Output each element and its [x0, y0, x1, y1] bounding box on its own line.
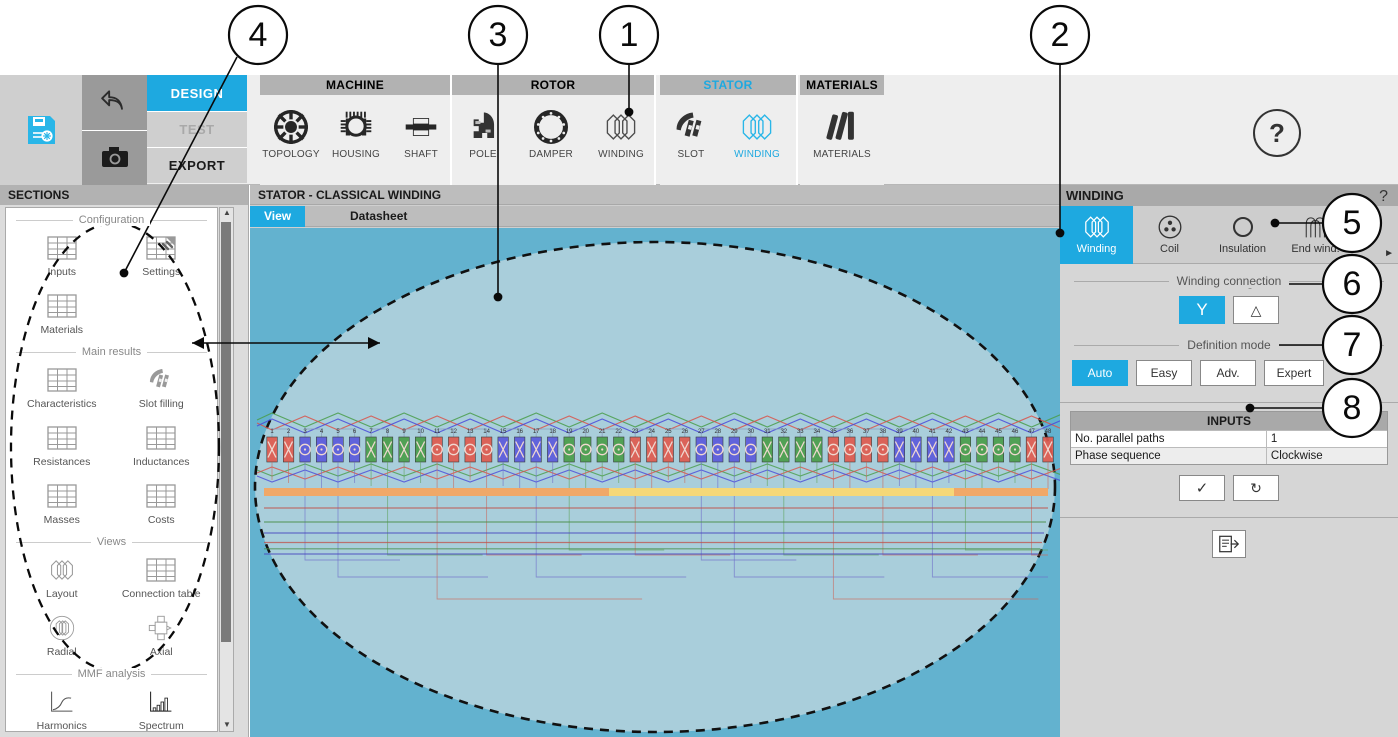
- svg-text:13: 13: [467, 429, 474, 435]
- svg-text:37: 37: [863, 429, 870, 435]
- svg-text:20: 20: [582, 429, 589, 435]
- svg-text:27: 27: [698, 429, 705, 435]
- svg-text:2: 2: [1051, 16, 1070, 54]
- svg-text:40: 40: [913, 429, 920, 435]
- svg-text:34: 34: [814, 429, 821, 435]
- svg-text:44: 44: [979, 429, 986, 435]
- svg-text:32: 32: [780, 429, 787, 435]
- svg-text:46: 46: [1012, 429, 1019, 435]
- svg-text:42: 42: [946, 429, 953, 435]
- svg-text:17: 17: [533, 429, 540, 435]
- svg-text:23: 23: [632, 429, 639, 435]
- svg-text:47: 47: [1028, 429, 1035, 435]
- svg-text:28: 28: [714, 429, 721, 435]
- svg-text:22: 22: [615, 429, 622, 435]
- svg-text:43: 43: [962, 429, 969, 435]
- svg-text:10: 10: [417, 429, 424, 435]
- svg-text:30: 30: [747, 429, 754, 435]
- svg-text:21: 21: [599, 429, 606, 435]
- svg-text:33: 33: [797, 429, 804, 435]
- svg-text:3: 3: [489, 16, 508, 54]
- svg-text:24: 24: [648, 429, 655, 435]
- svg-text:31: 31: [764, 429, 771, 435]
- svg-text:36: 36: [847, 429, 854, 435]
- svg-text:48: 48: [1045, 429, 1052, 435]
- svg-text:14: 14: [483, 429, 490, 435]
- svg-text:19: 19: [566, 429, 573, 435]
- svg-text:16: 16: [516, 429, 523, 435]
- svg-text:4: 4: [249, 16, 268, 54]
- svg-text:41: 41: [929, 429, 936, 435]
- svg-text:25: 25: [665, 429, 672, 435]
- svg-text:35: 35: [830, 429, 837, 435]
- svg-text:38: 38: [880, 429, 887, 435]
- svg-text:15: 15: [500, 429, 507, 435]
- svg-text:12: 12: [450, 429, 457, 435]
- svg-text:11: 11: [434, 429, 441, 435]
- svg-text:29: 29: [731, 429, 738, 435]
- svg-text:1: 1: [620, 16, 639, 54]
- svg-text:18: 18: [549, 429, 556, 435]
- svg-text:39: 39: [896, 429, 903, 435]
- svg-text:45: 45: [995, 429, 1002, 435]
- svg-text:26: 26: [681, 429, 688, 435]
